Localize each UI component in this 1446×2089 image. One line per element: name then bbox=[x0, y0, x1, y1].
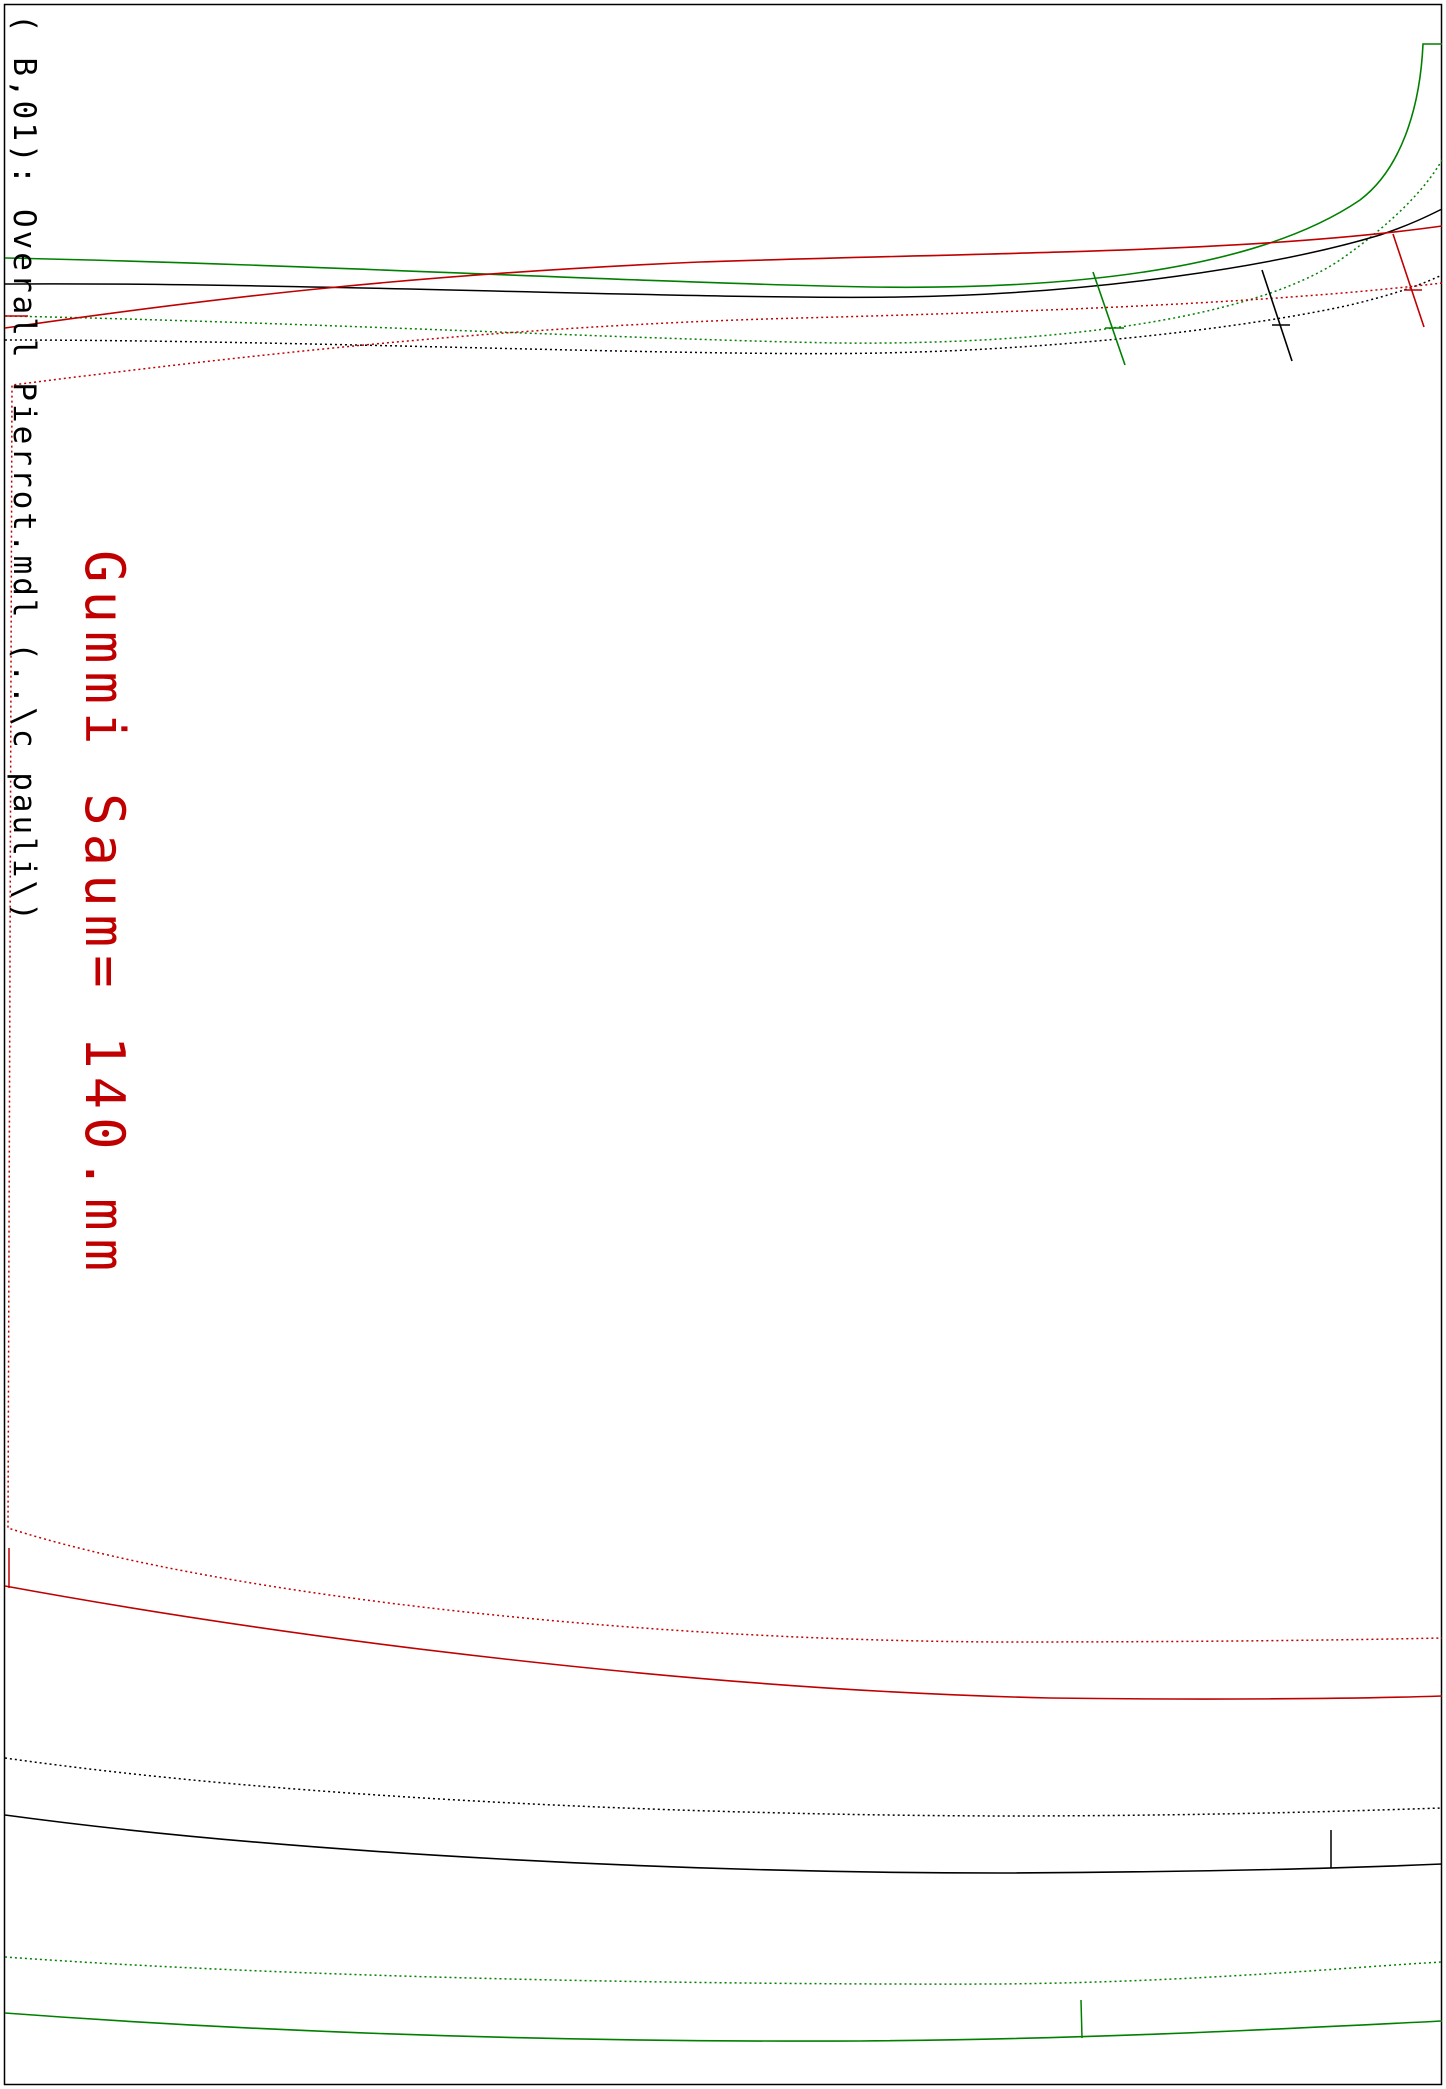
red-notch-mark bbox=[1392, 233, 1425, 328]
black-cut-line-bottom bbox=[4, 1814, 1443, 1874]
green-seam-line-top bbox=[4, 159, 1443, 344]
green-cut-line-top bbox=[4, 43, 1442, 289]
black-notch-mark bbox=[1261, 269, 1293, 362]
green-notch-bottom bbox=[1080, 1999, 1083, 2039]
red-cut-line-top bbox=[4, 225, 1443, 329]
hem-elastic-label: Gummi Saum= 140.mm bbox=[73, 550, 136, 1279]
black-seam-line-bottom bbox=[4, 1757, 1443, 1817]
red-seam-outline bbox=[7, 282, 1443, 1643]
file-label: ( B,01): Overall Pierrot.mdl (..\c pauli… bbox=[6, 14, 42, 924]
sheet-frame bbox=[3, 3, 1443, 2086]
green-notch-mark bbox=[1092, 271, 1126, 366]
red-cut-line-bottom bbox=[4, 1585, 1443, 1700]
green-seam-line-bottom bbox=[4, 1956, 1443, 1985]
black-cut-line-top bbox=[4, 208, 1443, 299]
green-cut-line-bottom bbox=[4, 2012, 1443, 2042]
black-seam-line-top bbox=[4, 274, 1443, 355]
